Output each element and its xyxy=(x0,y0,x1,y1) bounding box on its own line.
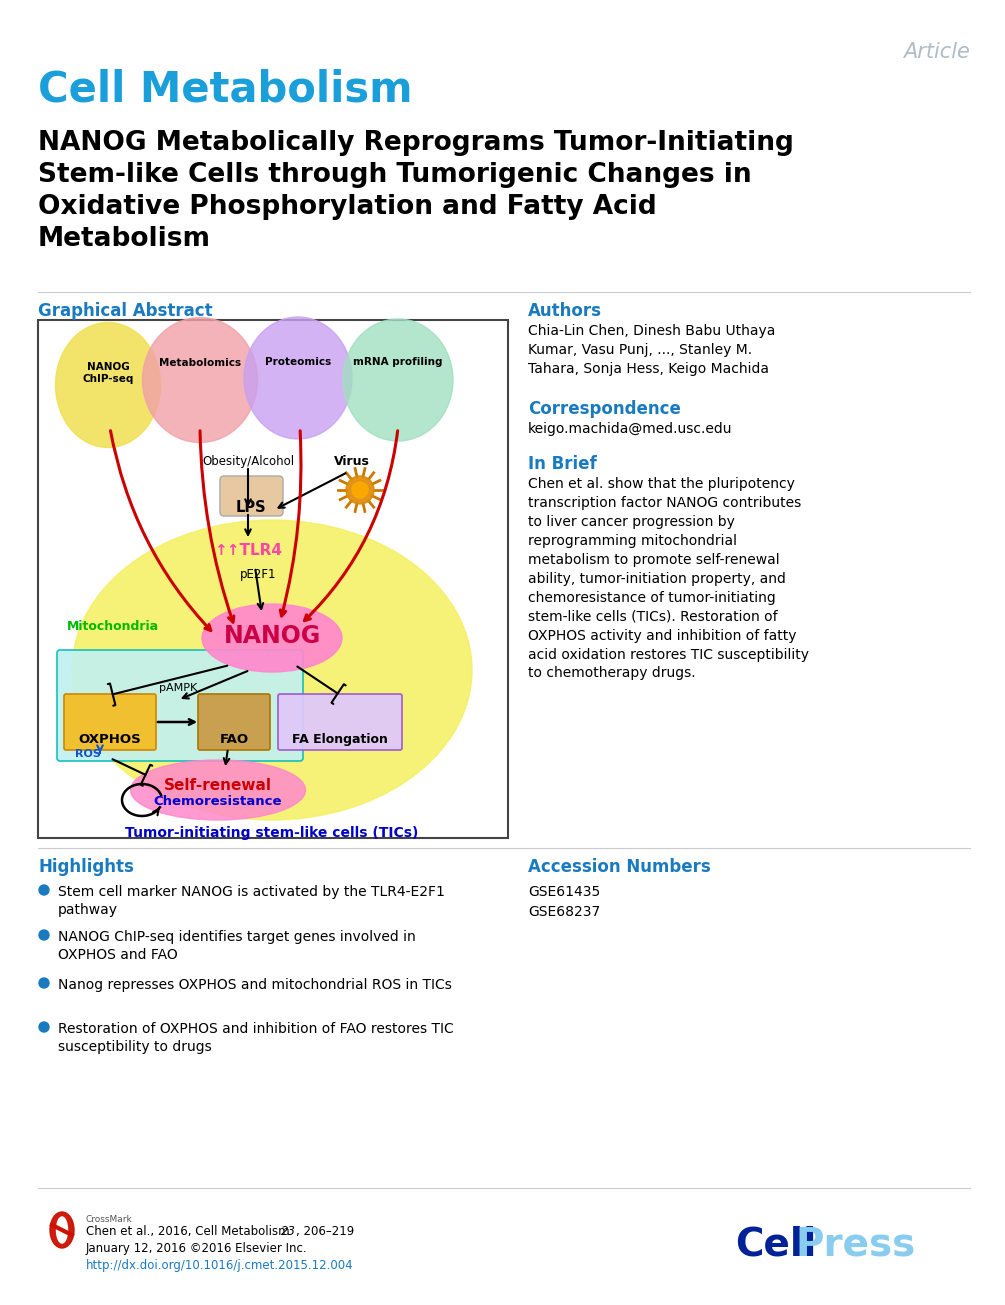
Ellipse shape xyxy=(72,519,472,820)
Text: 23: 23 xyxy=(281,1225,296,1238)
Text: Self-renewal: Self-renewal xyxy=(164,778,272,793)
Text: NANOG Metabolically Reprograms Tumor-Initiating
Stem-like Cells through Tumorige: NANOG Metabolically Reprograms Tumor-Ini… xyxy=(38,130,794,252)
Ellipse shape xyxy=(202,604,342,672)
Text: GSE61435: GSE61435 xyxy=(528,885,600,899)
Text: Graphical Abstract: Graphical Abstract xyxy=(38,301,213,320)
Text: pE2F1: pE2F1 xyxy=(240,568,276,581)
Text: Metabolomics: Metabolomics xyxy=(159,358,241,368)
Circle shape xyxy=(39,930,49,940)
FancyBboxPatch shape xyxy=(198,694,270,750)
Text: Cell: Cell xyxy=(735,1225,816,1263)
Text: Obesity/Alcohol: Obesity/Alcohol xyxy=(202,455,294,468)
Text: Restoration of OXPHOS and inhibition of FAO restores TIC
susceptibility to drugs: Restoration of OXPHOS and inhibition of … xyxy=(58,1022,453,1054)
Ellipse shape xyxy=(131,760,306,820)
Text: Tumor-initiating stem-like cells (TICs): Tumor-initiating stem-like cells (TICs) xyxy=(126,826,419,840)
Text: GSE68237: GSE68237 xyxy=(528,904,600,919)
Ellipse shape xyxy=(244,317,352,438)
Ellipse shape xyxy=(55,322,161,448)
FancyBboxPatch shape xyxy=(278,694,402,750)
Circle shape xyxy=(42,1210,82,1250)
Text: Article: Article xyxy=(903,42,970,63)
Circle shape xyxy=(39,885,49,895)
Text: NANOG: NANOG xyxy=(223,624,321,649)
Text: ROS: ROS xyxy=(75,749,100,760)
Text: Chemoresistance: Chemoresistance xyxy=(154,795,282,808)
Text: Chen et al. show that the pluripotency
transcription factor NANOG contributes
to: Chen et al. show that the pluripotency t… xyxy=(528,478,809,680)
Text: Stem cell marker NANOG is activated by the TLR4-E2F1
pathway: Stem cell marker NANOG is activated by t… xyxy=(58,885,445,917)
Text: mRNA profiling: mRNA profiling xyxy=(353,358,443,367)
Text: Nanog represses OXPHOS and mitochondrial ROS in TICs: Nanog represses OXPHOS and mitochondrial… xyxy=(58,977,452,992)
Circle shape xyxy=(39,977,49,988)
Ellipse shape xyxy=(56,1218,67,1242)
Text: January 12, 2016 ©2016 Elsevier Inc.: January 12, 2016 ©2016 Elsevier Inc. xyxy=(86,1242,308,1255)
Text: ↑↑TLR4: ↑↑TLR4 xyxy=(214,543,282,559)
Text: FAO: FAO xyxy=(219,733,248,746)
Text: Virus: Virus xyxy=(334,455,370,468)
Text: NANOG
ChIP-seq: NANOG ChIP-seq xyxy=(82,361,134,384)
Text: http://dx.doi.org/10.1016/j.cmet.2015.12.004: http://dx.doi.org/10.1016/j.cmet.2015.12… xyxy=(86,1259,354,1272)
Text: Press: Press xyxy=(795,1225,916,1263)
Text: In Brief: In Brief xyxy=(528,455,597,472)
Text: OXPHOS: OXPHOS xyxy=(78,733,142,746)
Text: keigo.machida@med.usc.edu: keigo.machida@med.usc.edu xyxy=(528,422,733,436)
Circle shape xyxy=(346,476,374,504)
Text: LPS: LPS xyxy=(236,500,266,515)
Text: Chia-Lin Chen, Dinesh Babu Uthaya
Kumar, Vasu Punj, ..., Stanley M.
Tahara, Sonj: Chia-Lin Chen, Dinesh Babu Uthaya Kumar,… xyxy=(528,324,776,376)
FancyBboxPatch shape xyxy=(220,476,283,515)
Text: Correspondence: Correspondence xyxy=(528,401,680,418)
Circle shape xyxy=(352,482,368,499)
Text: NANOG ChIP-seq identifies target genes involved in
OXPHOS and FAO: NANOG ChIP-seq identifies target genes i… xyxy=(58,930,416,962)
Text: pAMPK: pAMPK xyxy=(159,683,197,693)
Text: Mitochondria: Mitochondria xyxy=(67,620,159,633)
Ellipse shape xyxy=(343,318,453,441)
Ellipse shape xyxy=(50,1212,74,1248)
Circle shape xyxy=(39,1022,49,1032)
Text: Accession Numbers: Accession Numbers xyxy=(528,857,711,876)
Text: Authors: Authors xyxy=(528,301,602,320)
FancyBboxPatch shape xyxy=(38,320,508,838)
Text: Proteomics: Proteomics xyxy=(265,358,331,367)
FancyBboxPatch shape xyxy=(57,650,303,761)
Text: Highlights: Highlights xyxy=(38,857,134,876)
Text: CrossMark: CrossMark xyxy=(86,1215,133,1224)
Text: Cell Metabolism: Cell Metabolism xyxy=(38,68,412,110)
Ellipse shape xyxy=(143,317,257,442)
Text: Chen et al., 2016, Cell Metabolism: Chen et al., 2016, Cell Metabolism xyxy=(86,1225,293,1238)
Text: , 206–219: , 206–219 xyxy=(296,1225,354,1238)
Text: FA Elongation: FA Elongation xyxy=(292,733,388,746)
FancyBboxPatch shape xyxy=(64,694,156,750)
